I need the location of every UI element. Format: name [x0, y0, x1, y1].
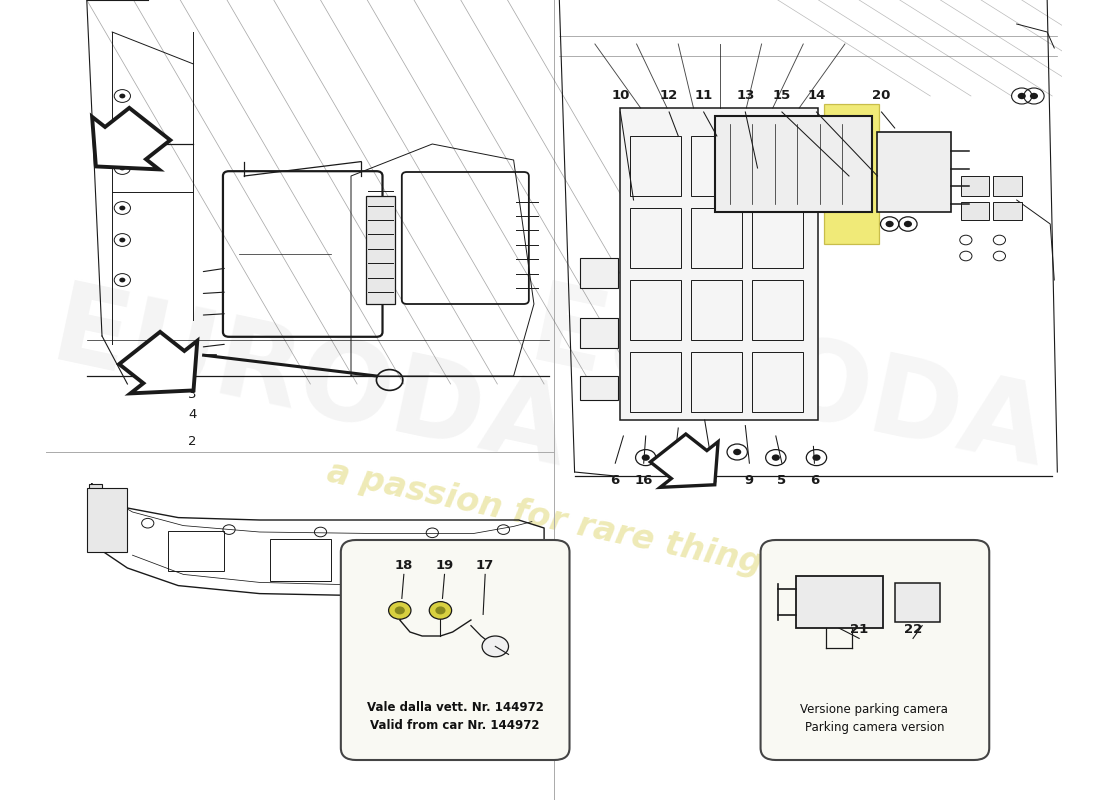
Bar	[824, 104, 880, 244]
Polygon shape	[92, 108, 170, 170]
Circle shape	[119, 238, 125, 242]
Bar	[993, 176, 1022, 196]
Bar	[692, 136, 742, 196]
Text: 5: 5	[778, 474, 786, 486]
Bar	[692, 352, 742, 412]
Circle shape	[904, 221, 912, 227]
Bar	[630, 136, 681, 196]
Circle shape	[119, 134, 125, 138]
Text: 18: 18	[395, 559, 412, 572]
Text: 15: 15	[773, 90, 791, 102]
Polygon shape	[650, 434, 718, 487]
Bar	[692, 208, 742, 268]
Circle shape	[429, 602, 452, 619]
FancyBboxPatch shape	[341, 540, 570, 760]
Text: 6: 6	[810, 474, 820, 486]
Text: 22: 22	[904, 623, 922, 636]
Bar	[796, 576, 882, 628]
Bar	[87, 488, 128, 552]
Text: 11: 11	[694, 90, 713, 102]
Circle shape	[436, 606, 446, 614]
Text: 12: 12	[660, 90, 679, 102]
Circle shape	[388, 602, 411, 619]
Text: a passion for rare things: a passion for rare things	[323, 456, 784, 584]
Text: 13: 13	[736, 90, 755, 102]
Bar	[270, 539, 331, 581]
Text: 6: 6	[610, 474, 620, 486]
Bar	[168, 531, 224, 571]
Text: EURODA: EURODA	[520, 277, 1056, 491]
Circle shape	[395, 606, 405, 614]
Bar	[752, 280, 803, 340]
Bar	[715, 116, 872, 212]
Bar	[993, 202, 1022, 220]
Circle shape	[641, 454, 650, 461]
Text: 17: 17	[476, 559, 494, 572]
Circle shape	[119, 94, 125, 98]
Text: EURODA: EURODA	[43, 277, 579, 491]
FancyBboxPatch shape	[760, 540, 989, 760]
Circle shape	[693, 454, 701, 461]
Text: 14: 14	[807, 90, 826, 102]
Circle shape	[1030, 93, 1038, 99]
Text: 1: 1	[188, 366, 197, 378]
Bar	[630, 352, 681, 412]
Polygon shape	[89, 484, 102, 540]
Circle shape	[119, 278, 125, 282]
Circle shape	[772, 454, 780, 461]
Text: 4: 4	[188, 408, 197, 421]
Bar	[752, 208, 803, 268]
Text: 21: 21	[850, 623, 868, 636]
Text: 8: 8	[707, 474, 716, 486]
Text: 19: 19	[436, 559, 453, 572]
Bar	[630, 280, 681, 340]
Bar	[580, 318, 618, 348]
Bar	[752, 352, 803, 412]
Circle shape	[813, 454, 821, 461]
Circle shape	[733, 449, 741, 455]
Text: 2: 2	[188, 435, 197, 448]
Bar	[692, 280, 742, 340]
Bar	[960, 202, 989, 220]
Circle shape	[886, 221, 893, 227]
Bar	[620, 108, 818, 420]
Bar	[960, 176, 989, 196]
Text: 3: 3	[188, 388, 197, 401]
Circle shape	[482, 636, 508, 657]
Bar	[580, 376, 618, 400]
Text: 9: 9	[745, 474, 754, 486]
Text: 7: 7	[670, 474, 679, 486]
Bar	[752, 136, 803, 196]
Bar	[878, 132, 950, 212]
Text: Vale dalla vett. Nr. 144972
Valid from car Nr. 144972: Vale dalla vett. Nr. 144972 Valid from c…	[366, 701, 543, 732]
Text: 20: 20	[872, 90, 891, 102]
Bar	[630, 208, 681, 268]
Text: 16: 16	[635, 474, 653, 486]
Text: 10: 10	[612, 90, 629, 102]
Bar	[366, 196, 395, 304]
Circle shape	[1018, 93, 1026, 99]
Circle shape	[119, 166, 125, 170]
Polygon shape	[119, 332, 197, 394]
Bar	[580, 258, 618, 288]
Circle shape	[119, 206, 125, 210]
Bar	[894, 582, 939, 622]
Bar	[392, 541, 451, 582]
Text: Versione parking camera
Parking camera version: Versione parking camera Parking camera v…	[801, 703, 948, 734]
